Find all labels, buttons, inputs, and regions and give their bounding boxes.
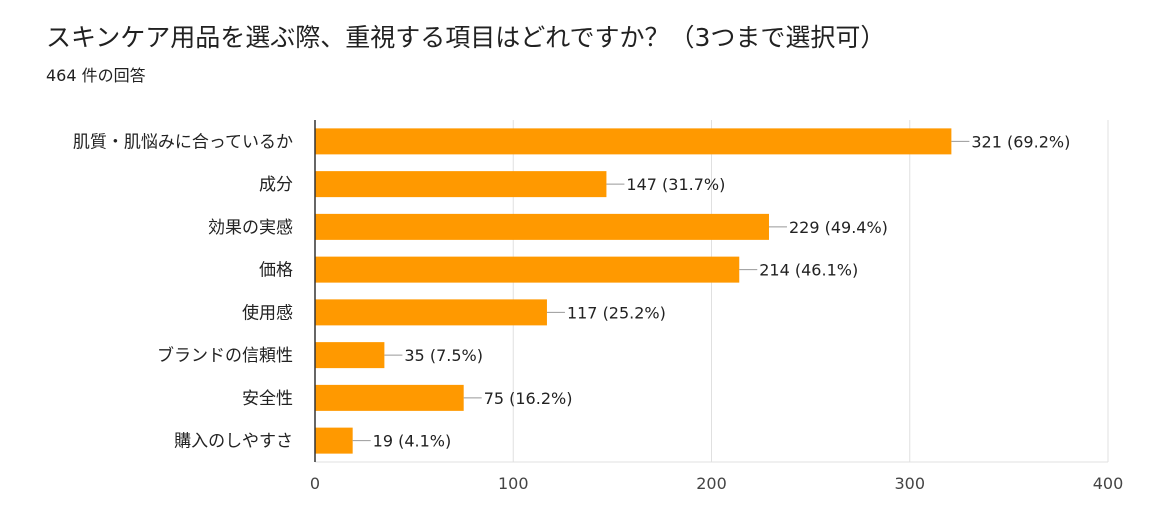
x-tick-label: 400 bbox=[1093, 474, 1124, 493]
bar bbox=[315, 384, 464, 411]
category-label: 肌質・肌悩みに合っているか bbox=[73, 132, 293, 152]
data-label: 19 (4.1%) bbox=[373, 432, 452, 451]
bar bbox=[315, 427, 353, 454]
bar bbox=[315, 213, 769, 240]
bar bbox=[315, 128, 952, 155]
x-tick-label: 200 bbox=[696, 474, 727, 493]
bar bbox=[315, 171, 607, 198]
x-tick-label: 0 bbox=[310, 474, 320, 493]
data-label: 117 (25.2%) bbox=[567, 303, 666, 322]
category-label: 成分 bbox=[259, 175, 293, 195]
data-label: 35 (7.5%) bbox=[404, 346, 483, 365]
data-label: 147 (31.7%) bbox=[626, 175, 725, 194]
data-label: 75 (16.2%) bbox=[484, 389, 573, 408]
category-label: ブランドの信頼性 bbox=[157, 345, 293, 366]
x-tick-label: 100 bbox=[498, 474, 529, 493]
category-label: 安全性 bbox=[242, 389, 293, 409]
bar bbox=[315, 299, 547, 326]
chart-title: スキンケア用品を選ぶ際、重視する項目はどれですか？（3つまで選択可） bbox=[46, 23, 886, 52]
bar bbox=[315, 256, 740, 283]
data-label: 321 (69.2%) bbox=[971, 132, 1070, 151]
category-label: 価格 bbox=[259, 261, 293, 281]
x-tick-label: 300 bbox=[894, 474, 925, 493]
data-label: 229 (49.4%) bbox=[789, 218, 888, 237]
data-label: 214 (46.1%) bbox=[759, 261, 858, 280]
category-label: 購入のしやすさ bbox=[174, 432, 293, 452]
category-label: 使用感 bbox=[242, 302, 293, 323]
response-count: 464 件の回答 bbox=[46, 66, 146, 85]
category-label: 効果の実感 bbox=[208, 218, 293, 238]
bar bbox=[315, 342, 385, 369]
